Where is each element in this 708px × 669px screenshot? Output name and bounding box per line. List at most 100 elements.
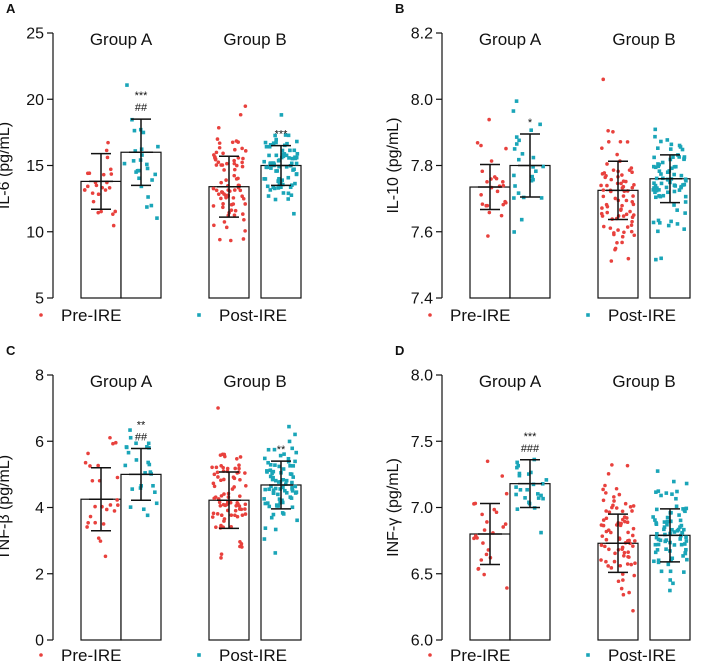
data-point: [268, 468, 273, 473]
data-point: [143, 471, 147, 475]
data-point: [672, 165, 677, 169]
data-point: [651, 164, 656, 169]
data-point: [213, 157, 218, 162]
data-point: [544, 478, 549, 482]
panel-letter: A: [6, 1, 16, 16]
data-point: [616, 579, 621, 584]
data-point: [681, 554, 685, 558]
data-point: [224, 195, 228, 200]
data-point: [262, 497, 266, 501]
data-point: [656, 218, 661, 223]
data-point: [512, 196, 516, 200]
data-point: [670, 527, 674, 532]
data-point: [273, 551, 278, 555]
data-point: [134, 441, 138, 446]
significance-mark: **: [277, 444, 286, 456]
data-point: [601, 487, 605, 492]
data-point: [619, 207, 623, 211]
data-point: [536, 492, 540, 496]
data-point: [234, 177, 239, 181]
data-point: [267, 144, 272, 149]
data-point: [243, 149, 248, 153]
data-point: [653, 183, 658, 188]
data-point: [485, 180, 489, 184]
data-point: [214, 525, 218, 529]
data-point: [222, 168, 226, 172]
data-point: [218, 504, 223, 508]
data-point: [283, 482, 288, 486]
data-point: [670, 492, 674, 496]
data-point: [232, 173, 237, 178]
data-point: [280, 498, 284, 503]
data-point: [659, 181, 664, 186]
data-point: [263, 140, 268, 145]
data-point: [284, 491, 289, 495]
data-point: [672, 189, 677, 194]
legend-marker: [428, 653, 432, 657]
data-point: [600, 534, 605, 538]
data-point: [675, 222, 680, 226]
data-point: [630, 509, 634, 513]
data-point: [621, 592, 626, 597]
data-point: [108, 503, 113, 507]
data-point: [154, 501, 159, 506]
data-point: [620, 173, 624, 177]
data-point: [231, 196, 236, 200]
data-point: [216, 475, 220, 479]
data-point: [290, 183, 294, 187]
data-point: [624, 212, 629, 217]
data-point: [232, 161, 237, 166]
data-point: [115, 475, 120, 480]
data-point: [619, 521, 623, 526]
data-point: [675, 528, 680, 533]
data-point: [85, 525, 89, 529]
y-tick-label: 15: [26, 158, 44, 175]
data-point: [222, 477, 226, 482]
data-point: [670, 556, 675, 561]
data-point: [623, 501, 628, 506]
data-point: [136, 168, 141, 173]
data-point: [149, 203, 154, 208]
data-point: [539, 493, 543, 498]
data-point: [606, 472, 611, 476]
data-point: [599, 183, 603, 188]
data-point: [96, 463, 100, 468]
data-point: [274, 503, 279, 507]
data-point: [268, 188, 273, 192]
data-point: [512, 147, 517, 151]
data-point: [604, 559, 608, 564]
y-tick-label: 8.0: [411, 368, 433, 385]
data-point: [669, 142, 674, 147]
data-point: [108, 435, 112, 440]
data-point: [512, 230, 516, 234]
data-point: [287, 156, 291, 160]
y-tick-label: 8.2: [411, 26, 433, 43]
data-point: [527, 500, 531, 505]
data-point: [620, 572, 625, 576]
data-point: [608, 226, 613, 230]
data-point: [263, 501, 268, 506]
data-point: [278, 500, 282, 505]
legend-marker: [586, 313, 590, 317]
data-point: [108, 167, 113, 172]
data-point: [683, 551, 687, 555]
data-point: [286, 191, 291, 196]
data-point: [664, 547, 668, 551]
y-tick-label: 4: [35, 500, 44, 517]
data-point: [682, 157, 686, 162]
data-point: [107, 185, 112, 190]
data-point: [659, 256, 663, 261]
data-point: [238, 539, 242, 544]
y-axis-label: IL-6 (pg/mL): [0, 122, 13, 209]
data-point: [539, 196, 544, 200]
data-point: [284, 153, 289, 158]
data-point: [264, 144, 269, 149]
data-point: [624, 198, 629, 203]
data-point: [631, 213, 636, 217]
data-point: [604, 537, 609, 542]
legend-marker: [586, 653, 590, 657]
data-point: [240, 160, 244, 165]
data-point: [654, 507, 659, 512]
points: [262, 424, 299, 555]
data-point: [475, 141, 480, 145]
